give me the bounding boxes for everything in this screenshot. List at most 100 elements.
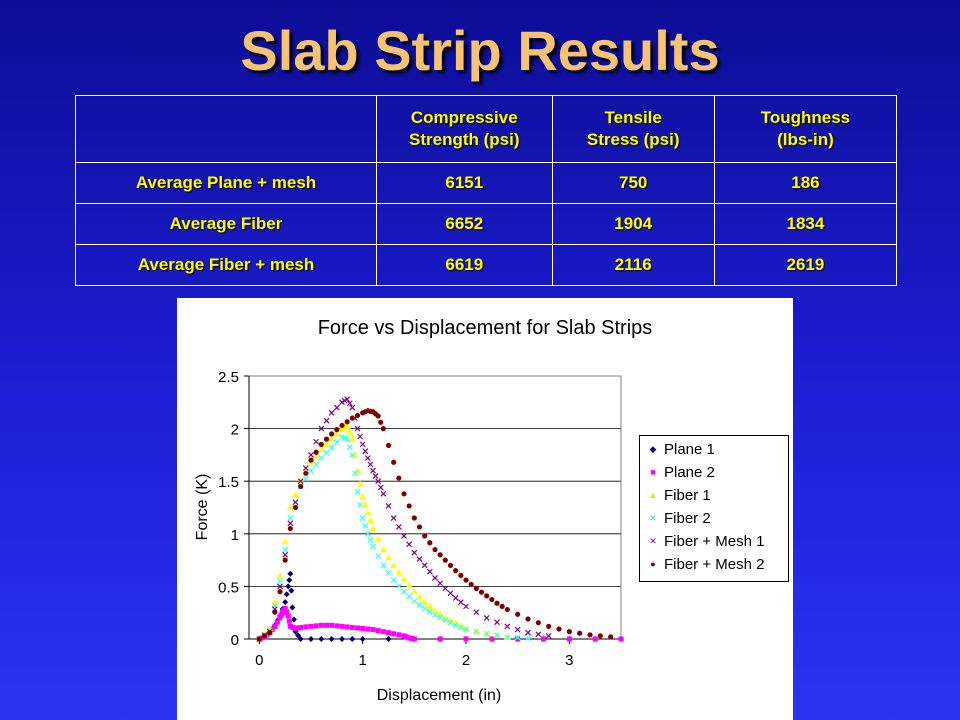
data-point [367, 537, 374, 544]
data-point [374, 535, 382, 542]
data-point [256, 636, 262, 642]
data-point [378, 419, 384, 425]
table-cell: 6151 [376, 162, 553, 204]
data-point [592, 636, 598, 642]
data-point [494, 619, 500, 626]
data-point [277, 615, 283, 621]
data-point [303, 470, 309, 476]
table-header-cell: Tensile Stress (psi) [551, 95, 715, 163]
y-tick-label: 2 [231, 422, 239, 439]
data-point [344, 436, 351, 443]
data-point [286, 504, 294, 510]
data-point [483, 615, 490, 621]
data-point [324, 622, 329, 628]
table-header-cell: Compressive Strength (psi) [376, 95, 553, 163]
data-point [357, 433, 364, 440]
legend-marker-circle-icon: ● [650, 559, 656, 570]
row-label: Average Fiber [75, 203, 377, 245]
data-point [462, 624, 470, 631]
data-point [276, 572, 284, 579]
results-table: Compressive Strength (psi) Tensile Stres… [75, 95, 898, 286]
data-point [318, 636, 325, 642]
data-point [401, 588, 407, 595]
data-point [329, 431, 335, 437]
data-point [274, 619, 280, 625]
legend-label: Fiber + Mesh 1 [664, 532, 765, 550]
data-point [432, 546, 438, 553]
data-point [285, 613, 291, 619]
plot-frame [248, 375, 622, 640]
data-point [463, 626, 469, 633]
data-point [287, 570, 294, 577]
data-point [287, 520, 294, 527]
data-point [359, 441, 366, 448]
data-point [313, 449, 319, 455]
data-point [282, 557, 288, 563]
data-point [343, 422, 351, 429]
data-point [333, 430, 341, 437]
data-point [302, 465, 309, 471]
data-point [292, 504, 299, 511]
data-point [453, 568, 459, 574]
data-point [317, 446, 325, 453]
data-point [379, 546, 387, 553]
data-point [391, 631, 397, 637]
data-point [369, 525, 377, 532]
data-point [463, 577, 469, 583]
chart-legend: ◆ Plane 1 ■ Plane 2 ▲ Fiber 1 ✕ Fiber 2 ✕ Fib… [639, 435, 789, 582]
data-point [395, 568, 403, 575]
data-point [354, 412, 361, 419]
data-point [356, 480, 364, 487]
data-point [308, 457, 314, 463]
data-point [328, 636, 335, 642]
data-point [385, 502, 392, 509]
row-label: Average Fiber + mesh [75, 244, 377, 286]
data-point [545, 632, 552, 639]
data-point [364, 509, 372, 516]
data-point [546, 623, 552, 629]
data-point [375, 628, 381, 634]
data-point [489, 636, 495, 642]
data-point [541, 636, 546, 642]
data-point [442, 585, 449, 592]
data-point [514, 626, 521, 633]
data-point [297, 478, 304, 485]
table-row: Average Fiber + mesh 6619 2116 2619 [75, 244, 898, 286]
data-point [318, 441, 324, 447]
data-point [277, 583, 283, 590]
data-point [308, 467, 314, 474]
data-point [422, 533, 428, 539]
data-point [411, 636, 417, 642]
data-point [489, 596, 495, 603]
data-point [285, 583, 292, 590]
data-point [478, 589, 485, 595]
data-point [457, 599, 464, 606]
legend-item: ✕ Fiber + Mesh 1 [644, 532, 764, 554]
data-point [328, 409, 335, 416]
data-point [426, 608, 433, 615]
data-point [290, 616, 297, 623]
data-point [267, 630, 273, 636]
data-point [499, 603, 505, 609]
data-point [334, 623, 340, 629]
table-cell: 186 [713, 162, 898, 204]
data-point [349, 636, 356, 642]
data-point [359, 515, 366, 521]
data-point [473, 609, 480, 616]
data-point [346, 400, 353, 407]
data-point [365, 626, 371, 632]
legend-item: ◆ Plane 1 [644, 440, 715, 462]
data-point [427, 540, 433, 546]
x-tick-label: 1 [358, 652, 366, 669]
data-point [349, 404, 356, 411]
data-point [391, 459, 397, 465]
data-point [385, 442, 392, 449]
data-point [328, 444, 335, 451]
data-point [362, 448, 369, 455]
data-point [406, 503, 412, 509]
data-point [401, 532, 407, 539]
data-point [344, 624, 350, 630]
data-point [292, 499, 299, 506]
legend-marker-x-icon: ✕ [649, 512, 657, 523]
data-point [370, 627, 376, 633]
